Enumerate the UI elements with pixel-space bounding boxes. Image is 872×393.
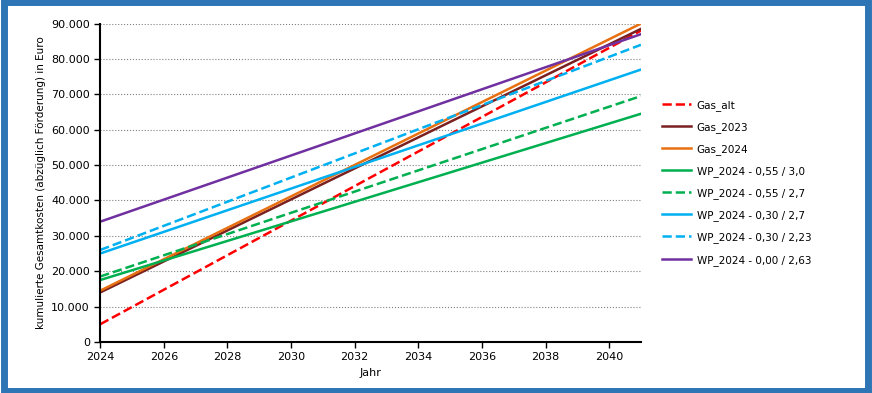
Legend: Gas_alt, Gas_2023, Gas_2024, WP_2024 - 0,55 / 3,0, WP_2024 - 0,55 / 2,7, WP_2024: Gas_alt, Gas_2023, Gas_2024, WP_2024 - 0… xyxy=(657,95,816,271)
X-axis label: Jahr: Jahr xyxy=(359,368,382,378)
Y-axis label: kumulierte Gesamtkosten (abzüglich Förderung) in Euro: kumulierte Gesamtkosten (abzüglich Förde… xyxy=(36,37,45,329)
